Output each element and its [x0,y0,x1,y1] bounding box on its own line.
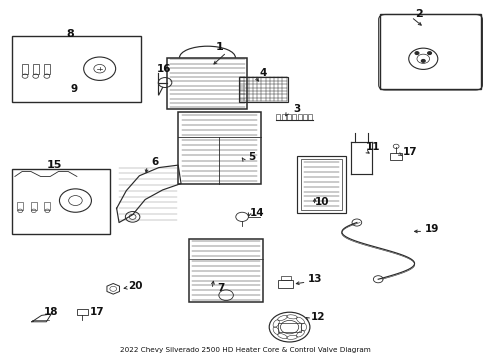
Bar [45,202,50,210]
Bar [22,64,28,74]
Bar [12,36,141,102]
Text: 20: 20 [128,281,142,291]
Bar [168,58,247,109]
Bar [278,280,294,288]
Text: 13: 13 [308,274,322,284]
Text: 10: 10 [315,197,330,207]
Bar [309,114,312,120]
Text: 11: 11 [366,142,380,152]
Text: 2022 Chevy Silverado 2500 HD Heater Core & Control Valve Diagram: 2022 Chevy Silverado 2500 HD Heater Core… [120,347,370,353]
Text: 18: 18 [44,307,58,317]
Text: 19: 19 [425,224,440,234]
Bar [189,239,263,302]
Text: 12: 12 [311,312,325,322]
Text: 9: 9 [71,84,77,94]
Text: 17: 17 [402,147,417,157]
Bar [282,114,286,120]
Text: 5: 5 [248,152,256,162]
Text: 7: 7 [217,283,224,293]
Bar [301,159,342,210]
Text: 2: 2 [416,9,423,19]
Bar [281,276,291,280]
Bar [12,169,110,234]
Bar [298,114,302,120]
Text: 17: 17 [90,307,104,317]
Bar [17,202,23,210]
Bar [287,114,291,120]
Bar [303,114,307,120]
Text: 8: 8 [67,29,74,39]
Circle shape [421,59,425,62]
Text: 4: 4 [260,68,267,78]
Bar [278,323,301,332]
Bar [297,156,346,213]
Circle shape [415,52,419,54]
Bar [276,114,280,120]
Text: 14: 14 [250,208,265,217]
Bar [178,112,261,184]
Text: 3: 3 [293,104,300,114]
Text: 6: 6 [151,157,159,167]
Text: 16: 16 [156,64,171,74]
Bar [380,14,481,89]
Bar [239,77,288,102]
Circle shape [428,52,432,54]
Bar [77,309,88,315]
Bar [31,202,37,210]
Text: 1: 1 [216,42,223,53]
Text: 15: 15 [47,160,62,170]
Bar [33,64,39,74]
Bar [293,114,296,120]
Bar [391,153,402,160]
Bar [44,64,50,74]
